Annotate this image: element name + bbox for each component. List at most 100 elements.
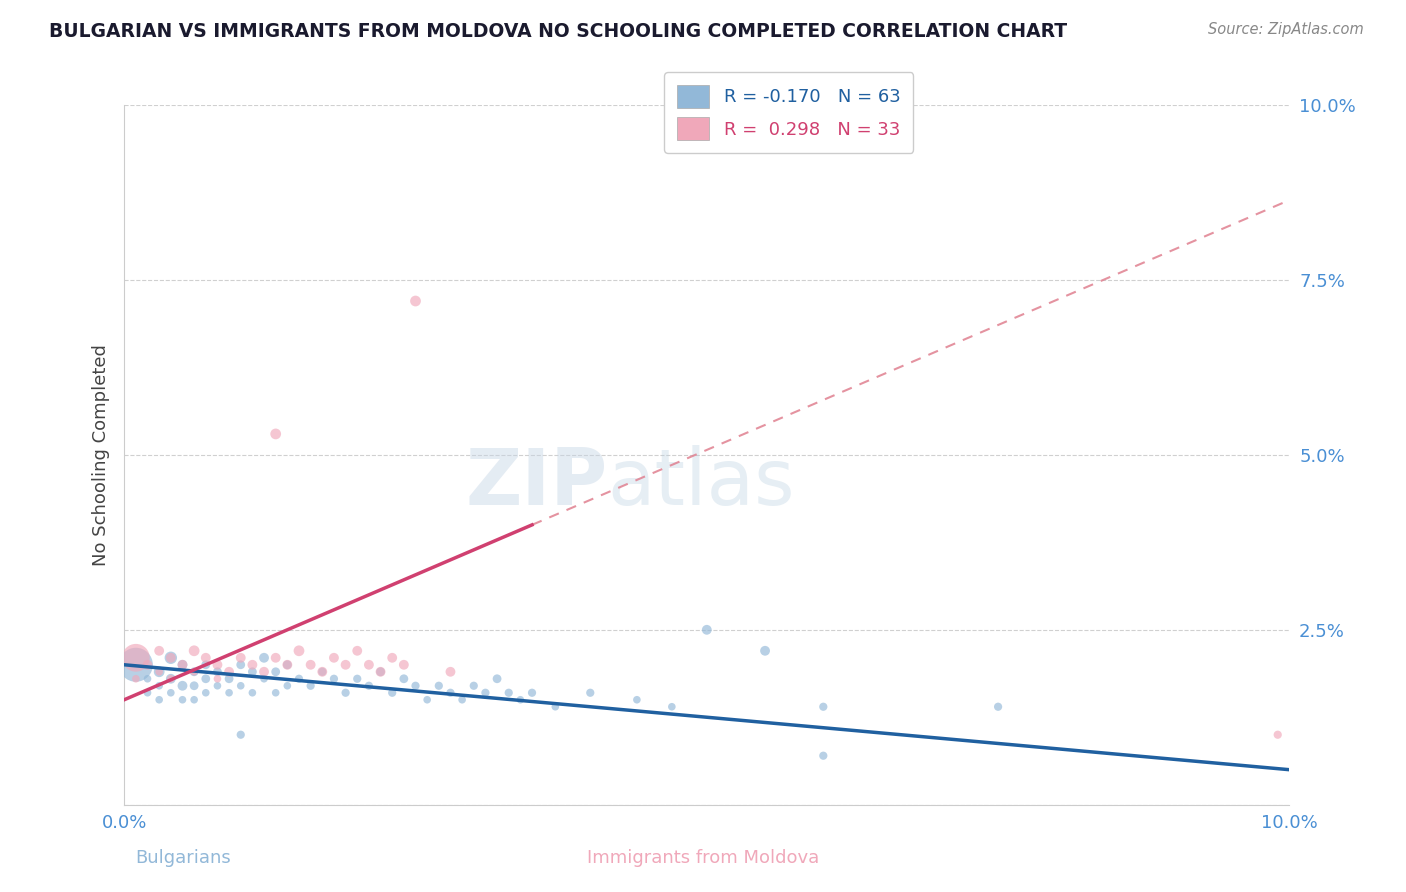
Point bbox=[509, 692, 531, 706]
Point bbox=[172, 679, 194, 693]
Point bbox=[183, 644, 205, 658]
Point bbox=[253, 672, 276, 686]
Point bbox=[813, 748, 835, 763]
Point bbox=[159, 672, 181, 686]
Point bbox=[288, 672, 311, 686]
Point bbox=[159, 686, 181, 700]
Point bbox=[218, 665, 240, 679]
Point bbox=[148, 679, 170, 693]
Point bbox=[346, 672, 368, 686]
Point bbox=[253, 665, 276, 679]
Point bbox=[335, 657, 357, 672]
Point bbox=[148, 644, 170, 658]
Point bbox=[276, 657, 298, 672]
Point bbox=[463, 679, 485, 693]
Point bbox=[346, 644, 368, 658]
Point bbox=[370, 665, 392, 679]
Point bbox=[299, 657, 322, 672]
Point bbox=[544, 699, 567, 714]
Point bbox=[264, 650, 287, 665]
Point bbox=[148, 665, 170, 679]
Point bbox=[125, 657, 148, 672]
Point bbox=[405, 293, 427, 308]
Point bbox=[335, 686, 357, 700]
Legend: R = -0.170   N = 63, R =  0.298   N = 33: R = -0.170 N = 63, R = 0.298 N = 33 bbox=[665, 72, 914, 153]
Point bbox=[172, 657, 194, 672]
Point bbox=[381, 650, 404, 665]
Text: atlas: atlas bbox=[607, 445, 796, 521]
Point bbox=[439, 665, 461, 679]
Point bbox=[183, 665, 205, 679]
Point bbox=[299, 679, 322, 693]
Point bbox=[136, 686, 159, 700]
Point bbox=[194, 686, 217, 700]
Point bbox=[486, 672, 509, 686]
Point bbox=[1267, 728, 1289, 742]
Text: ZIP: ZIP bbox=[465, 445, 607, 521]
Point bbox=[194, 657, 217, 672]
Point bbox=[427, 679, 450, 693]
Point bbox=[172, 692, 194, 706]
Point bbox=[392, 657, 415, 672]
Point bbox=[183, 692, 205, 706]
Point bbox=[370, 665, 392, 679]
Point bbox=[218, 686, 240, 700]
Point bbox=[381, 686, 404, 700]
Point bbox=[754, 644, 776, 658]
Point bbox=[276, 679, 298, 693]
Point bbox=[229, 728, 252, 742]
Point bbox=[194, 650, 217, 665]
Point bbox=[172, 657, 194, 672]
Point bbox=[183, 679, 205, 693]
Point bbox=[229, 650, 252, 665]
Point bbox=[207, 679, 229, 693]
Point bbox=[579, 686, 602, 700]
Point bbox=[439, 686, 461, 700]
Point bbox=[207, 672, 229, 686]
Point bbox=[242, 665, 264, 679]
Point bbox=[159, 650, 181, 665]
Point bbox=[416, 692, 439, 706]
Text: Bulgarians: Bulgarians bbox=[135, 849, 231, 867]
Point bbox=[148, 665, 170, 679]
Point bbox=[183, 665, 205, 679]
Point bbox=[148, 692, 170, 706]
Point bbox=[218, 672, 240, 686]
Point bbox=[159, 672, 181, 686]
Point bbox=[264, 426, 287, 441]
Point bbox=[323, 672, 346, 686]
Point bbox=[288, 644, 311, 658]
Point bbox=[498, 686, 520, 700]
Point bbox=[229, 679, 252, 693]
Point bbox=[311, 665, 333, 679]
Point bbox=[194, 672, 217, 686]
Point bbox=[451, 692, 474, 706]
Point bbox=[229, 657, 252, 672]
Y-axis label: No Schooling Completed: No Schooling Completed bbox=[93, 344, 110, 566]
Text: Immigrants from Moldova: Immigrants from Moldova bbox=[586, 849, 820, 867]
Point bbox=[626, 692, 648, 706]
Point bbox=[136, 672, 159, 686]
Point bbox=[392, 672, 415, 686]
Point bbox=[264, 686, 287, 700]
Point bbox=[474, 686, 496, 700]
Text: BULGARIAN VS IMMIGRANTS FROM MOLDOVA NO SCHOOLING COMPLETED CORRELATION CHART: BULGARIAN VS IMMIGRANTS FROM MOLDOVA NO … bbox=[49, 22, 1067, 41]
Point bbox=[696, 623, 718, 637]
Point bbox=[813, 699, 835, 714]
Point bbox=[207, 657, 229, 672]
Point bbox=[242, 657, 264, 672]
Point bbox=[125, 650, 148, 665]
Point bbox=[253, 650, 276, 665]
Point bbox=[405, 679, 427, 693]
Point bbox=[357, 679, 380, 693]
Point bbox=[136, 657, 159, 672]
Point bbox=[311, 665, 333, 679]
Point bbox=[357, 657, 380, 672]
Point bbox=[242, 686, 264, 700]
Point bbox=[987, 699, 1010, 714]
Point bbox=[276, 657, 298, 672]
Point bbox=[661, 699, 683, 714]
Point bbox=[323, 650, 346, 665]
Point bbox=[125, 672, 148, 686]
Point bbox=[207, 665, 229, 679]
